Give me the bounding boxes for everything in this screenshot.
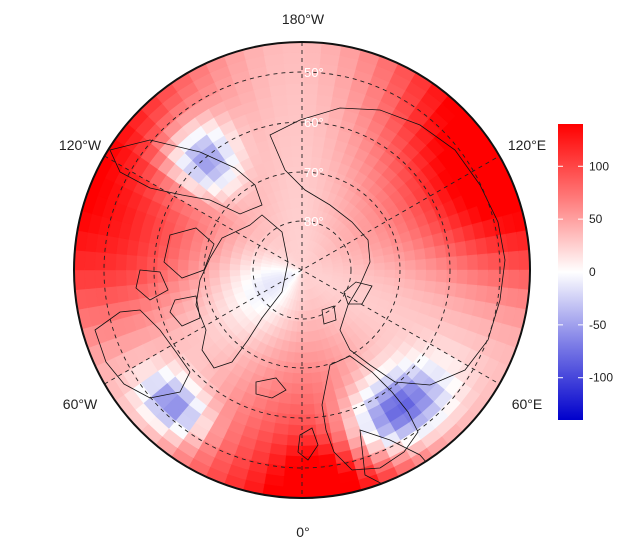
lon-label-180w: 180°W <box>282 11 325 27</box>
field-cell <box>508 250 521 273</box>
field-cell <box>249 269 261 275</box>
field-cell <box>299 476 322 489</box>
colorbar-tick-label: 100 <box>589 159 609 173</box>
hudson-bay-coast <box>94 309 191 399</box>
field-cell <box>281 42 305 54</box>
field-cell <box>425 257 438 272</box>
field-cell <box>239 269 251 276</box>
greenland-coast <box>195 214 289 369</box>
lon-label-0: 0° <box>296 524 309 540</box>
field-cell <box>353 264 365 271</box>
colorbar-tick-label: 0 <box>589 265 596 279</box>
field-cell <box>156 268 168 283</box>
svalbard-coast <box>321 281 373 325</box>
lat-circle-50 <box>103 71 501 469</box>
field-cell <box>125 268 138 286</box>
alaska-coast <box>109 139 263 215</box>
field-cell <box>518 249 530 273</box>
lon-label-60e: 60°E <box>512 396 543 412</box>
field-cell <box>466 254 479 272</box>
field-cell <box>282 51 305 64</box>
field-cell <box>93 267 107 289</box>
field-cell <box>299 465 321 479</box>
lat-label-60: 60° <box>304 115 324 130</box>
field-cell <box>374 262 386 272</box>
coastlines <box>94 107 506 491</box>
field-cell <box>218 268 230 278</box>
field-cell <box>207 268 220 279</box>
field-cell <box>299 486 323 498</box>
field-cell <box>166 268 179 283</box>
field-cell <box>415 258 428 272</box>
field-cell <box>300 373 313 385</box>
lat-label-70: 70° <box>304 165 324 180</box>
field-cell <box>187 268 199 281</box>
lon-label-120e: 120°E <box>508 137 546 153</box>
field-cell <box>286 93 304 106</box>
colorbar-tick-label: 50 <box>589 212 603 226</box>
iceland-coast <box>255 377 287 399</box>
graticule <box>103 42 501 498</box>
lon-label-60w: 60°W <box>63 396 98 412</box>
field-cell <box>300 362 312 375</box>
colorbar: 100 50 0 -50 -100 <box>558 124 613 420</box>
lat-circle-80 <box>252 220 352 320</box>
field-cell <box>285 82 305 95</box>
field-cell <box>292 165 304 178</box>
field-cell <box>477 253 490 273</box>
anomaly-field <box>74 42 530 498</box>
field-cell <box>394 260 407 272</box>
field-cell <box>384 261 397 272</box>
lat-circle-70 <box>203 171 401 369</box>
field-cell <box>228 269 241 277</box>
map-border <box>73 41 531 499</box>
field-cell <box>436 257 448 272</box>
siberia-coast <box>269 107 506 386</box>
colorbar-tick-label: -100 <box>589 371 613 385</box>
lat-label-80: 80° <box>304 214 324 229</box>
field-cell <box>114 267 127 287</box>
field-cell <box>104 267 117 288</box>
field-cell <box>487 252 500 273</box>
field-cell <box>300 404 315 416</box>
field-cell <box>405 259 417 272</box>
field-cell <box>74 267 86 291</box>
lat-label-50: 50° <box>304 65 324 80</box>
field-cell <box>456 255 469 272</box>
field-cell <box>300 383 314 396</box>
field-cell <box>300 393 315 406</box>
field-cell <box>289 124 304 136</box>
scandinavia-coast <box>321 355 419 471</box>
field-cell <box>363 263 376 271</box>
uk-coast <box>297 427 319 461</box>
field-cell <box>343 265 355 271</box>
lon-label-120w: 120°W <box>59 137 102 153</box>
field-cell <box>284 72 305 85</box>
field-cell <box>291 155 304 167</box>
field-cell <box>290 144 304 157</box>
field-cell <box>300 414 316 427</box>
field-cell <box>83 267 96 290</box>
field-cell <box>287 103 304 116</box>
colorbar-tick-label: -50 <box>589 318 607 332</box>
field-cell <box>289 134 304 147</box>
field-cell <box>446 256 459 272</box>
